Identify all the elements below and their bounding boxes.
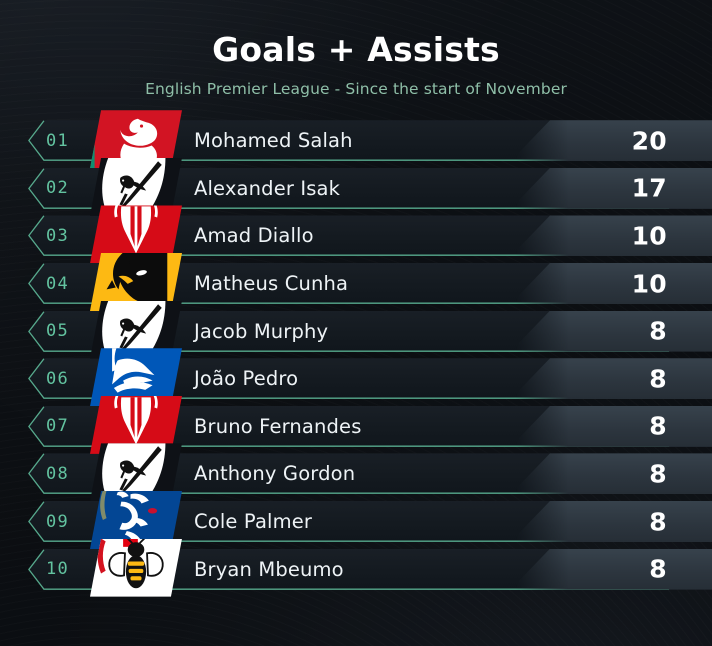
table-row[interactable]: 05 Jacob Murphy 8 [28,300,668,359]
rank-number: 01 [46,130,70,151]
table-row[interactable]: 06 João Pedro 8 [28,348,668,407]
score-value: 8 [649,364,667,394]
leaderboard-list: 01 Mohamed Salah 20 02 Alexander Isak 17 03 [0,110,712,597]
score-panel-background [516,406,712,447]
score-panel: 8 [516,358,712,399]
score-value: 20 [631,126,667,156]
score-value: 10 [631,269,667,299]
score-panel: 10 [516,215,712,256]
page-title: Goals + Assists [212,30,500,69]
rank-number: 04 [46,273,70,294]
player-name: Matheus Cunha [194,272,349,296]
player-name: Bruno Fernandes [194,414,362,438]
table-row[interactable]: 02 Alexander Isak 17 [28,157,668,216]
score-panel-background [516,311,712,352]
table-row[interactable]: 04 Matheus Cunha 10 [28,253,668,312]
rank-number: 05 [46,321,70,342]
table-row[interactable]: 07 Bruno Fernandes 8 [28,395,668,454]
score-panel: 8 [516,453,712,494]
player-name: Mohamed Salah [194,129,353,153]
player-name: Bryan Mbeumo [194,557,344,581]
table-row[interactable]: 09 Cole Palmer 8 [28,491,668,550]
table-row[interactable]: 01 Mohamed Salah 20 [28,110,668,169]
score-panel: 17 [516,168,712,209]
rank-number: 06 [46,368,70,389]
page-subtitle: English Premier League - Since the start… [145,80,567,99]
score-value: 8 [649,459,667,489]
score-panel-background [516,215,712,256]
score-panel: 8 [516,311,712,352]
brentford-crest-icon [90,538,182,597]
score-panel: 10 [516,263,712,304]
header: Goals + Assists English Premier League -… [0,0,712,98]
rank-number: 08 [46,463,70,484]
table-row[interactable]: 03 Amad Diallo 10 [28,205,668,264]
score-panel: 8 [516,501,712,542]
score-panel: 8 [516,549,712,590]
score-panel-background [516,358,712,399]
score-panel: 20 [516,120,712,161]
score-panel-background [516,120,712,161]
score-panel-background [516,263,712,304]
score-panel-background [516,501,712,542]
player-name: Alexander Isak [194,176,341,200]
rank-number: 10 [46,559,70,580]
player-name: João Pedro [194,367,299,391]
score-value: 10 [631,221,667,251]
table-row[interactable]: 08 Anthony Gordon 8 [28,443,668,502]
score-panel-background [516,549,712,590]
rank-number: 09 [46,511,70,532]
score-panel-background [516,168,712,209]
player-name: Anthony Gordon [194,462,356,486]
score-panel: 8 [516,406,712,447]
score-value: 8 [649,554,667,584]
score-value: 8 [649,316,667,346]
rank-number: 02 [46,178,70,199]
rank-number: 03 [46,225,70,246]
rank-number: 07 [46,416,70,437]
score-panel-background [516,453,712,494]
table-row[interactable]: 10 Bryan Mbeumo 8 [28,538,668,597]
score-value: 8 [649,507,667,537]
player-name: Jacob Murphy [194,319,329,343]
player-name: Amad Diallo [194,224,314,248]
score-value: 17 [631,173,667,203]
score-value: 8 [649,411,667,441]
player-name: Cole Palmer [194,510,313,534]
